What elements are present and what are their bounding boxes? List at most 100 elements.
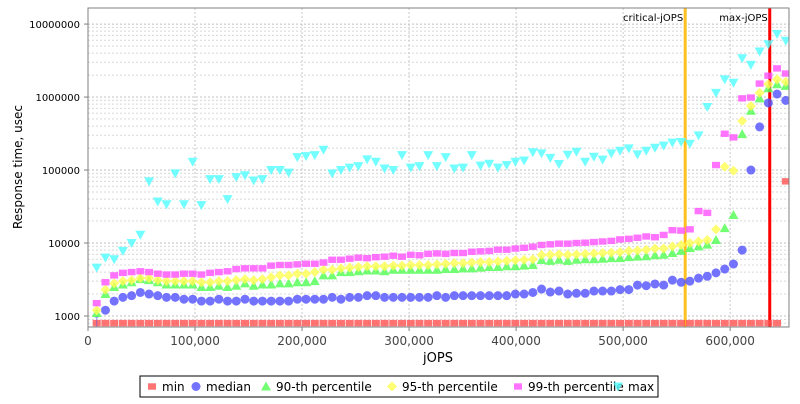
data-point — [649, 250, 660, 260]
data-point — [231, 275, 242, 286]
data-point — [284, 296, 294, 306]
data-point — [117, 246, 128, 256]
data-point — [292, 153, 303, 163]
data-point — [501, 255, 512, 266]
data-point — [720, 319, 729, 327]
y-tick-label: 100000 — [42, 166, 80, 177]
data-point — [257, 274, 268, 285]
data-point — [449, 258, 460, 269]
axes: 0 100,000 200,000 300,000 400,000 500,000 600,… — [29, 20, 755, 348]
legend-symbol-3 — [387, 381, 397, 392]
data-point — [484, 256, 495, 267]
data-point — [222, 195, 233, 205]
data-point — [449, 164, 460, 174]
legend-symbol-0 — [148, 383, 156, 390]
data-point — [588, 254, 599, 264]
data-point — [458, 258, 469, 269]
data-point — [737, 54, 748, 64]
data-point — [712, 319, 721, 327]
data-point — [431, 259, 442, 270]
data-point — [354, 254, 363, 261]
data-point — [772, 89, 782, 99]
data-point — [362, 261, 373, 272]
data-point — [100, 305, 110, 315]
data-point — [432, 291, 442, 301]
data-point — [527, 148, 538, 158]
data-point — [327, 292, 337, 302]
data-point — [257, 175, 268, 185]
data-point — [728, 259, 738, 269]
data-point — [424, 250, 433, 258]
data-point — [502, 246, 511, 253]
data-point — [388, 166, 399, 176]
x-tick-label: 300,000 — [384, 334, 434, 348]
data-point — [249, 296, 259, 306]
data-point — [370, 157, 381, 167]
data-point — [764, 72, 773, 79]
data-point — [91, 263, 102, 273]
data-point — [693, 236, 704, 247]
legend: min median 90-th percentile 95-th percentil… — [139, 375, 659, 398]
data-point — [406, 319, 415, 327]
data-point — [441, 250, 450, 258]
data-point — [415, 319, 424, 327]
legend-label: 99-th percentile — [528, 380, 624, 394]
data-point — [162, 271, 171, 278]
data-point — [301, 268, 312, 279]
data-point — [615, 285, 625, 295]
data-point — [371, 319, 380, 327]
data-point — [702, 103, 713, 113]
data-point — [153, 270, 162, 277]
data-point — [492, 256, 503, 267]
data-point — [152, 197, 163, 207]
data-point — [283, 270, 294, 281]
data-point — [91, 305, 102, 316]
data-point — [231, 173, 242, 183]
data-point — [492, 163, 503, 173]
data-point — [345, 255, 354, 262]
data-point — [650, 234, 659, 241]
data-point — [92, 299, 101, 307]
data-point — [780, 76, 789, 87]
data-point — [563, 240, 572, 247]
data-point — [423, 151, 434, 161]
data-point — [196, 277, 207, 288]
data-point — [344, 163, 355, 173]
data-point — [206, 319, 215, 327]
data-point — [398, 253, 407, 260]
data-point — [336, 319, 345, 327]
data-point — [502, 319, 511, 327]
data-point — [537, 319, 546, 327]
data-point — [623, 252, 634, 262]
data-point — [171, 319, 180, 327]
data-point — [554, 286, 564, 296]
data-point — [232, 265, 241, 273]
data-point — [274, 270, 285, 281]
data-point — [545, 249, 556, 260]
data-point — [248, 275, 259, 286]
data-point — [379, 261, 390, 272]
data-point — [746, 165, 756, 175]
plot-border — [87, 7, 790, 328]
data-point — [562, 249, 573, 260]
data-point — [205, 175, 216, 185]
data-point — [598, 238, 607, 245]
data-point — [694, 207, 703, 215]
data-point — [309, 151, 320, 161]
data-point — [537, 241, 546, 249]
data-point — [196, 296, 206, 306]
data-point — [170, 276, 181, 287]
data-point — [580, 248, 591, 259]
data-point — [161, 276, 172, 287]
data-point — [571, 249, 582, 260]
data-point — [267, 319, 276, 327]
data-point — [536, 250, 547, 261]
data-point — [668, 319, 677, 327]
data-point — [241, 319, 250, 327]
legend-label: 95-th percentile — [402, 380, 498, 394]
data-point — [136, 319, 145, 327]
data-point — [449, 291, 459, 301]
data-point — [371, 253, 380, 261]
data-point — [345, 319, 354, 327]
